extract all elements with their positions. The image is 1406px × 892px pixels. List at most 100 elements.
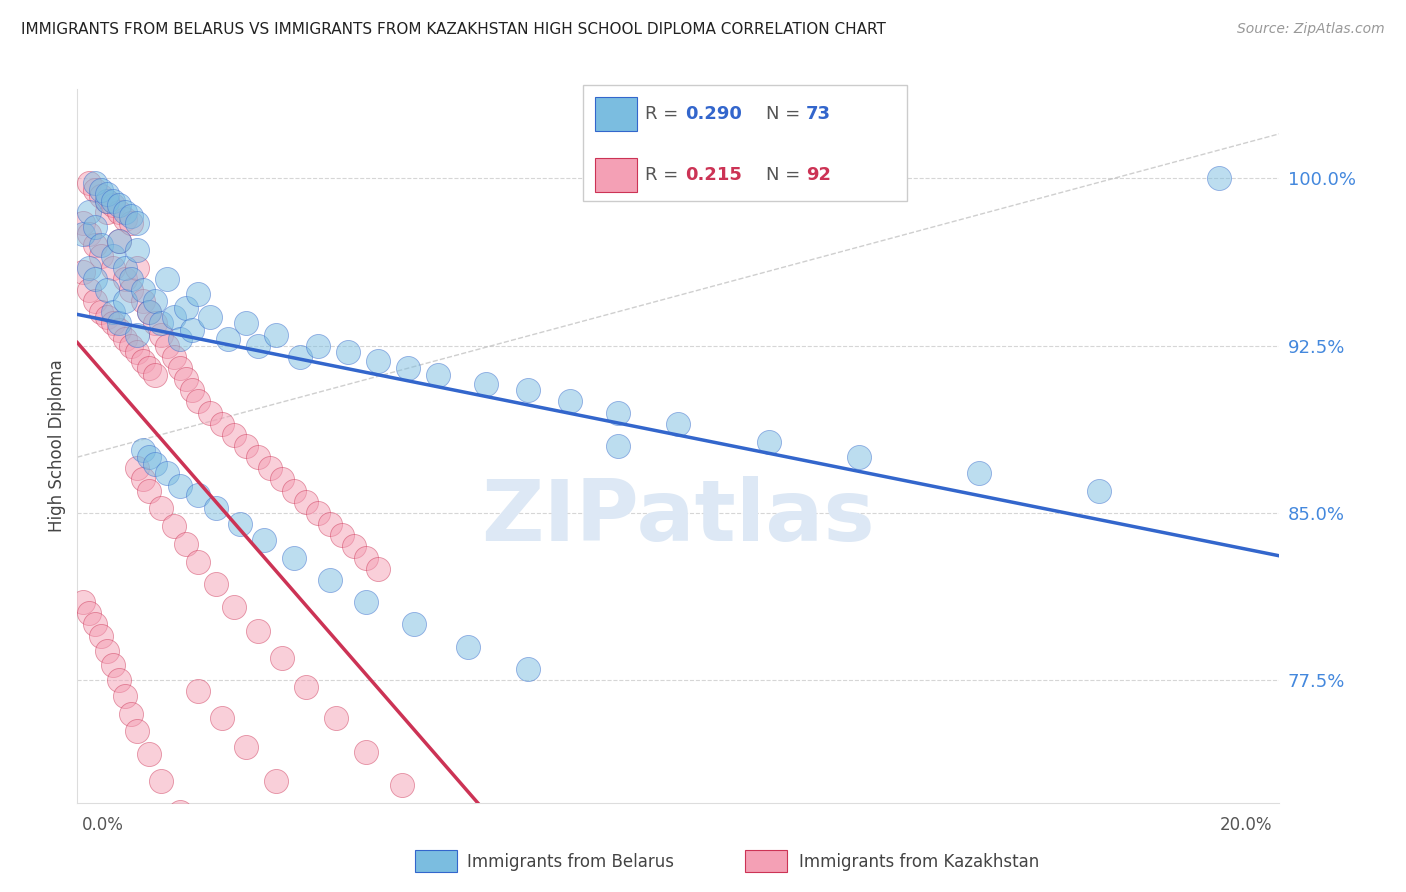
Text: R =: R = <box>645 166 685 184</box>
Text: 0.215: 0.215 <box>685 166 741 184</box>
Point <box>169 479 191 493</box>
Point <box>127 327 149 342</box>
Point <box>84 271 107 285</box>
Point <box>120 209 142 223</box>
Point <box>222 427 245 442</box>
Point <box>145 368 167 382</box>
Point <box>1088 483 1111 498</box>
Point <box>138 305 160 319</box>
Point <box>108 234 131 248</box>
Point <box>108 673 131 687</box>
Point <box>668 417 690 431</box>
Point <box>108 204 131 219</box>
Point <box>169 805 191 819</box>
Point <box>120 706 142 721</box>
Point <box>246 339 269 353</box>
Point <box>127 216 149 230</box>
Point <box>246 624 269 638</box>
Point <box>96 644 118 658</box>
Point <box>103 260 125 275</box>
Point <box>204 501 226 516</box>
Point <box>294 809 316 823</box>
Point <box>90 238 112 252</box>
Point <box>187 684 209 698</box>
Text: N =: N = <box>766 166 806 184</box>
Text: 73: 73 <box>806 105 831 123</box>
Point <box>127 461 149 475</box>
Point <box>127 243 149 257</box>
Point <box>96 204 118 219</box>
Text: 92: 92 <box>806 166 831 184</box>
Point <box>560 394 582 409</box>
Point <box>127 260 149 275</box>
Point <box>517 662 540 676</box>
Point <box>967 466 990 480</box>
Point <box>319 517 342 532</box>
Point <box>72 595 94 609</box>
Point <box>108 323 131 337</box>
Point <box>288 350 311 364</box>
Point <box>150 316 173 330</box>
Point <box>150 501 173 516</box>
Point <box>90 183 112 197</box>
Point <box>169 332 191 346</box>
Point <box>138 747 160 761</box>
Text: R =: R = <box>645 105 685 123</box>
Point <box>120 271 142 285</box>
Point <box>198 405 221 419</box>
Point <box>517 384 540 398</box>
Point <box>132 294 155 309</box>
Point <box>169 361 191 376</box>
Point <box>145 457 167 471</box>
Point <box>84 183 107 197</box>
Y-axis label: High School Diploma: High School Diploma <box>48 359 66 533</box>
Point <box>235 316 257 330</box>
Point <box>103 657 125 672</box>
Point <box>174 372 197 386</box>
Point <box>174 537 197 551</box>
Point <box>343 540 366 554</box>
Point <box>396 361 419 376</box>
Point <box>138 305 160 319</box>
Point <box>180 323 202 337</box>
Point <box>138 361 160 376</box>
Point <box>108 234 131 248</box>
Point <box>72 227 94 242</box>
Point <box>132 354 155 368</box>
Point <box>108 198 131 212</box>
Point <box>120 216 142 230</box>
Point <box>150 773 173 788</box>
Text: 0.0%: 0.0% <box>82 816 124 834</box>
Point <box>96 187 118 202</box>
Point <box>138 483 160 498</box>
Point <box>180 384 202 398</box>
Point <box>162 350 184 364</box>
Point <box>270 650 292 665</box>
Point <box>391 778 413 792</box>
Point <box>307 339 329 353</box>
Point <box>162 310 184 324</box>
Point <box>246 450 269 465</box>
Point <box>103 316 125 330</box>
Point <box>156 271 179 285</box>
Point <box>294 494 316 508</box>
Text: Immigrants from Kazakhstan: Immigrants from Kazakhstan <box>799 853 1039 871</box>
Point <box>79 204 101 219</box>
Point <box>114 211 136 226</box>
Point <box>367 354 389 368</box>
Point <box>114 294 136 309</box>
Point <box>79 227 101 242</box>
Point <box>204 577 226 591</box>
Point <box>367 562 389 576</box>
Point <box>103 198 125 212</box>
Point <box>145 294 167 309</box>
Point <box>187 287 209 301</box>
Point <box>150 327 173 342</box>
Point <box>264 773 287 788</box>
Point <box>127 724 149 739</box>
Point <box>103 194 125 208</box>
Point <box>259 461 281 475</box>
Point <box>96 310 118 324</box>
Point <box>114 204 136 219</box>
Point <box>72 265 94 279</box>
